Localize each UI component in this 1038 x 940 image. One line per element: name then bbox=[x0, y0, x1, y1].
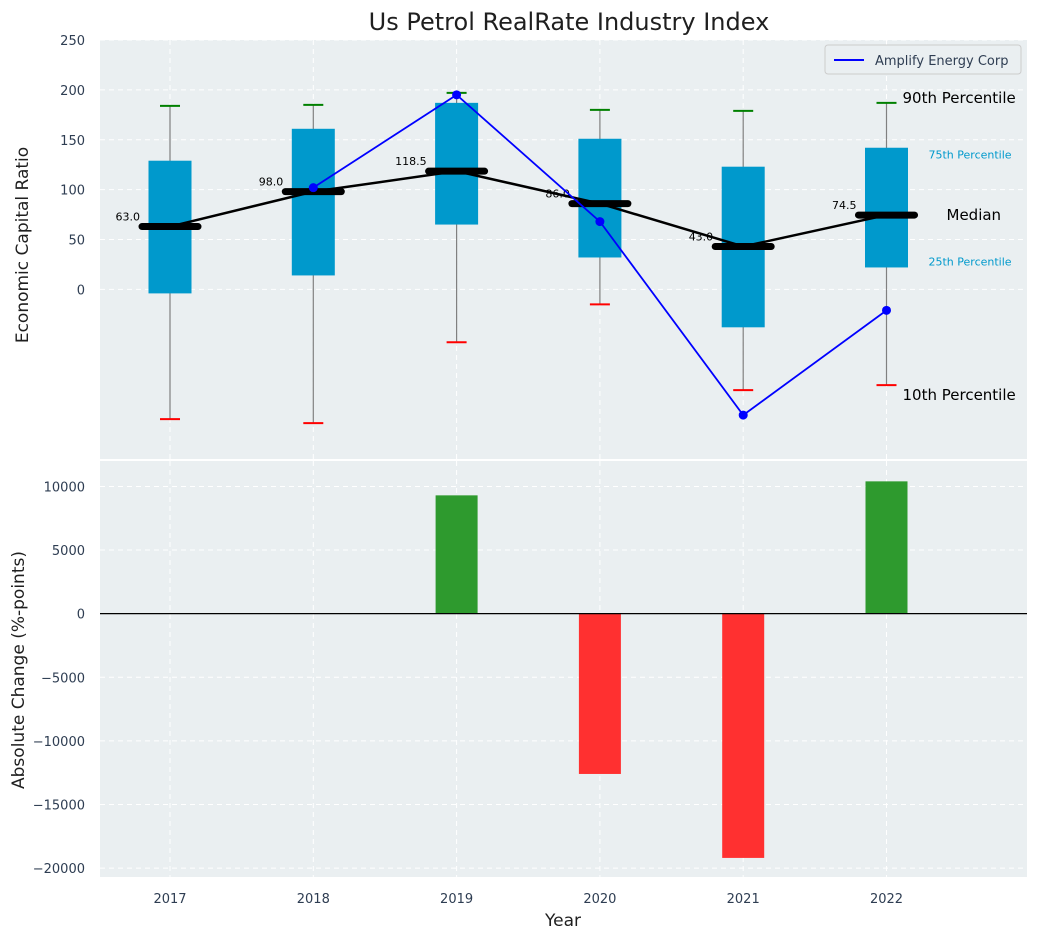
top-y-tick-label: 50 bbox=[68, 234, 85, 249]
company-point bbox=[308, 183, 318, 193]
top-y-tick-label: 250 bbox=[60, 34, 85, 49]
annotation-median: Median bbox=[947, 206, 1002, 224]
bottom-y-tick-label: −15000 bbox=[33, 798, 85, 813]
median-value-label: 86.0 bbox=[545, 188, 570, 201]
top-y-tick-label: 150 bbox=[60, 134, 85, 149]
interquartile-box bbox=[865, 147, 908, 268]
x-tick-label: 2021 bbox=[727, 892, 760, 907]
x-axis-title: Year bbox=[544, 911, 581, 931]
bottom-y-tick-label: 10000 bbox=[44, 480, 85, 495]
company-point bbox=[882, 305, 891, 315]
bottom-y-axis-title: Absolute Change (%-points) bbox=[9, 551, 29, 789]
bottom-y-tick-label: −20000 bbox=[33, 862, 85, 877]
interquartile-box bbox=[291, 128, 335, 276]
annotation-p90: 90th Percentile bbox=[903, 89, 1016, 107]
median-value-label: 118.5 bbox=[395, 155, 427, 168]
bar-negative bbox=[578, 613, 621, 774]
company-point bbox=[738, 410, 748, 420]
bar-negative bbox=[722, 613, 765, 858]
bottom-y-tick-label: 0 bbox=[77, 608, 85, 623]
chart-title: Us Petrol RealRate Industry Index bbox=[369, 8, 770, 36]
bottom-y-tick-label: −5000 bbox=[41, 671, 85, 686]
top-y-tick-label: 200 bbox=[60, 84, 85, 99]
box-plot-panel: 0 50 100 150 200 250 63.0 98.0 118.5 86.0 43.0 74.5… bbox=[60, 34, 1027, 459]
interquartile-box bbox=[578, 138, 622, 258]
median-value-label: 98.0 bbox=[259, 176, 284, 189]
x-tick-label: 2022 bbox=[870, 892, 903, 907]
annotation-p10: 10th Percentile bbox=[903, 386, 1016, 404]
bar-panel: −20000 −15000 −10000 −5000 0 5000 10000 2017 201… bbox=[33, 461, 1027, 907]
top-y-axis-title: Economic Capital Ratio bbox=[13, 147, 33, 343]
x-tick-label: 2018 bbox=[297, 892, 330, 907]
interquartile-box bbox=[435, 102, 479, 225]
legend-frame bbox=[824, 44, 1022, 75]
median-value-label: 74.5 bbox=[832, 199, 857, 212]
legend-entry: Amplify Energy Corp bbox=[875, 54, 1008, 69]
top-y-tick-label: 0 bbox=[77, 283, 85, 298]
top-y-tick-label: 100 bbox=[60, 184, 85, 199]
bar-positive bbox=[435, 495, 478, 614]
company-point bbox=[595, 217, 605, 227]
x-tick-label: 2020 bbox=[583, 892, 616, 907]
bottom-y-tick-label: −10000 bbox=[33, 735, 85, 750]
median-value-label: 43.0 bbox=[689, 231, 714, 244]
x-tick-label: 2017 bbox=[153, 892, 186, 907]
company-point bbox=[452, 90, 462, 100]
annotation-p25: 25th Percentile bbox=[929, 255, 1012, 268]
median-trend-line bbox=[169, 169, 887, 248]
bottom-y-tick-label: 5000 bbox=[52, 544, 85, 559]
median-value-label: 63.0 bbox=[116, 211, 141, 224]
bar-positive bbox=[865, 481, 908, 614]
legend: Amplify Energy Corp bbox=[824, 44, 1022, 75]
annotation-p75: 75th Percentile bbox=[929, 149, 1012, 162]
x-tick-label: 2019 bbox=[440, 892, 473, 907]
